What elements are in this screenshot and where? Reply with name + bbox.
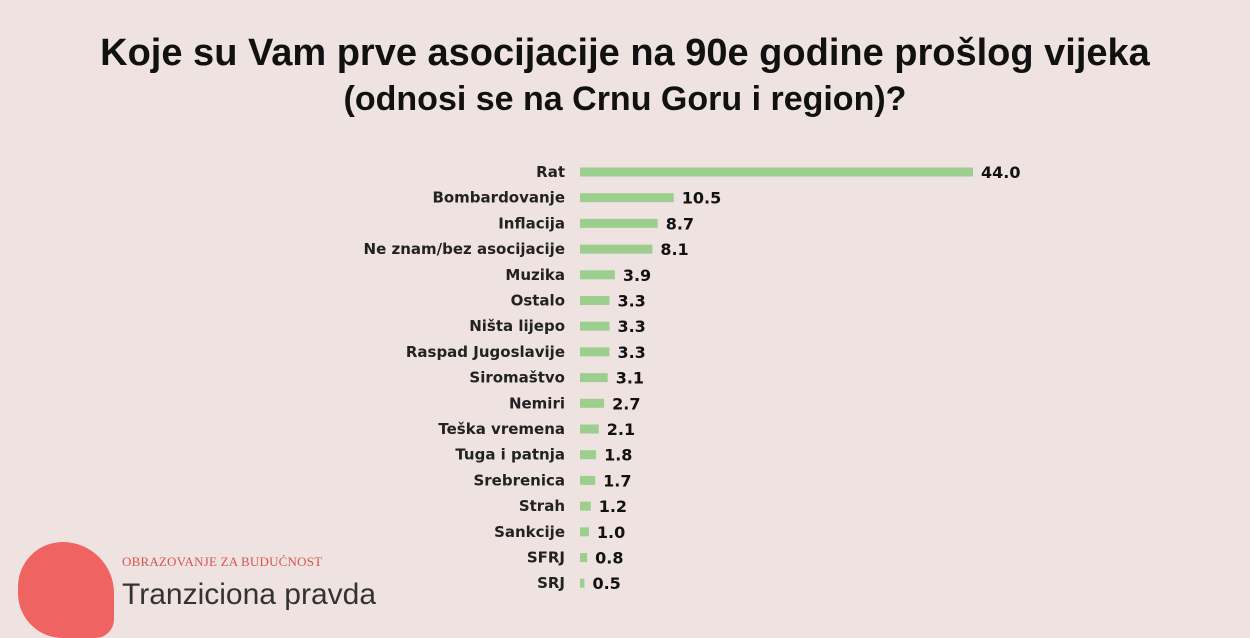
bar-nemiri (580, 398, 605, 408)
category-label-teska-vremena: Teška vremena (438, 420, 565, 438)
category-label-bombardovanje: Bombardovanje (432, 189, 565, 207)
category-label-ne-znam-bez-asocijacije: Ne znam/bez asocijacije (364, 240, 565, 258)
category-label-rat: Rat (536, 163, 565, 181)
value-label-raspad-jugoslavije: 3.3 (617, 343, 645, 362)
value-label-teska-vremena: 2.1 (607, 420, 635, 439)
bar-teska-vremena (580, 424, 599, 434)
bar-raspad-jugoslavije (580, 347, 610, 357)
bar-srj (580, 578, 585, 588)
category-label-sankcije: Sankcije (494, 523, 565, 541)
value-label-bombardovanje: 10.5 (682, 189, 721, 208)
value-label-strah: 1.2 (599, 497, 627, 516)
bar-inflacija (580, 218, 658, 228)
category-label-inflacija: Inflacija (498, 214, 565, 232)
bar-tuga-i-patnja (580, 450, 597, 460)
bar-sfrj (580, 553, 588, 562)
bar-chart: Rat 44.0 Bombardovanje 10.5 Inflacija 8.7 Ne z… (364, 163, 1021, 593)
value-label-nista-lijepo: 3.3 (617, 317, 645, 336)
value-label-sfrj: 0.8 (595, 549, 623, 568)
category-label-srj: SRJ (537, 574, 565, 592)
value-label-rat: 44.0 (981, 163, 1020, 182)
bar-ostalo (580, 296, 610, 305)
category-label-sfrj: SFRJ (527, 549, 565, 567)
category-label-tuga-i-patnja: Tuga i patnja (455, 446, 565, 464)
value-label-nemiri: 2.7 (612, 394, 640, 413)
value-label-sankcije: 1.0 (597, 523, 625, 542)
bar-bombardovanje (580, 193, 674, 203)
value-label-tuga-i-patnja: 1.8 (604, 446, 632, 465)
value-label-ne-znam-bez-asocijacije: 8.1 (660, 240, 688, 259)
value-label-ostalo: 3.3 (617, 292, 645, 311)
category-label-siromastvo: Siromaštvo (469, 369, 565, 387)
category-label-nemiri: Nemiri (509, 394, 565, 412)
category-label-nista-lijepo: Ništa lijepo (469, 317, 565, 335)
category-label-ostalo: Ostalo (511, 292, 565, 310)
bar-sankcije (580, 527, 589, 537)
chart-title: Koje su Vam prve asocijacije na 90e godi… (100, 32, 1150, 74)
value-label-muzika: 3.9 (623, 266, 651, 285)
brand-name: Tranziciona pravda (122, 578, 377, 611)
bar-strah (580, 501, 591, 511)
bar-siromastvo (580, 373, 608, 383)
brand-tagline: OBRAZOVANJE ZA BUDUĆNOST (122, 554, 323, 569)
value-label-siromastvo: 3.1 (616, 369, 644, 388)
value-label-srj: 0.5 (592, 574, 620, 593)
category-label-raspad-jugoslavije: Raspad Jugoslavije (406, 343, 565, 361)
value-label-srebrenica: 1.7 (603, 471, 631, 490)
category-label-muzika: Muzika (505, 266, 565, 284)
category-label-strah: Strah (519, 497, 565, 515)
bar-rat (580, 167, 973, 177)
chart-subtitle: (odnosi se na Crnu Goru i region)? (343, 80, 907, 118)
bar-muzika (580, 270, 615, 280)
bar-nista-lijepo (580, 321, 610, 331)
bar-ne-znam-bez-asocijacije (580, 244, 653, 254)
value-label-inflacija: 8.7 (666, 214, 694, 233)
bar-srebrenica (580, 475, 596, 485)
category-label-srebrenica: Srebrenica (473, 471, 565, 489)
